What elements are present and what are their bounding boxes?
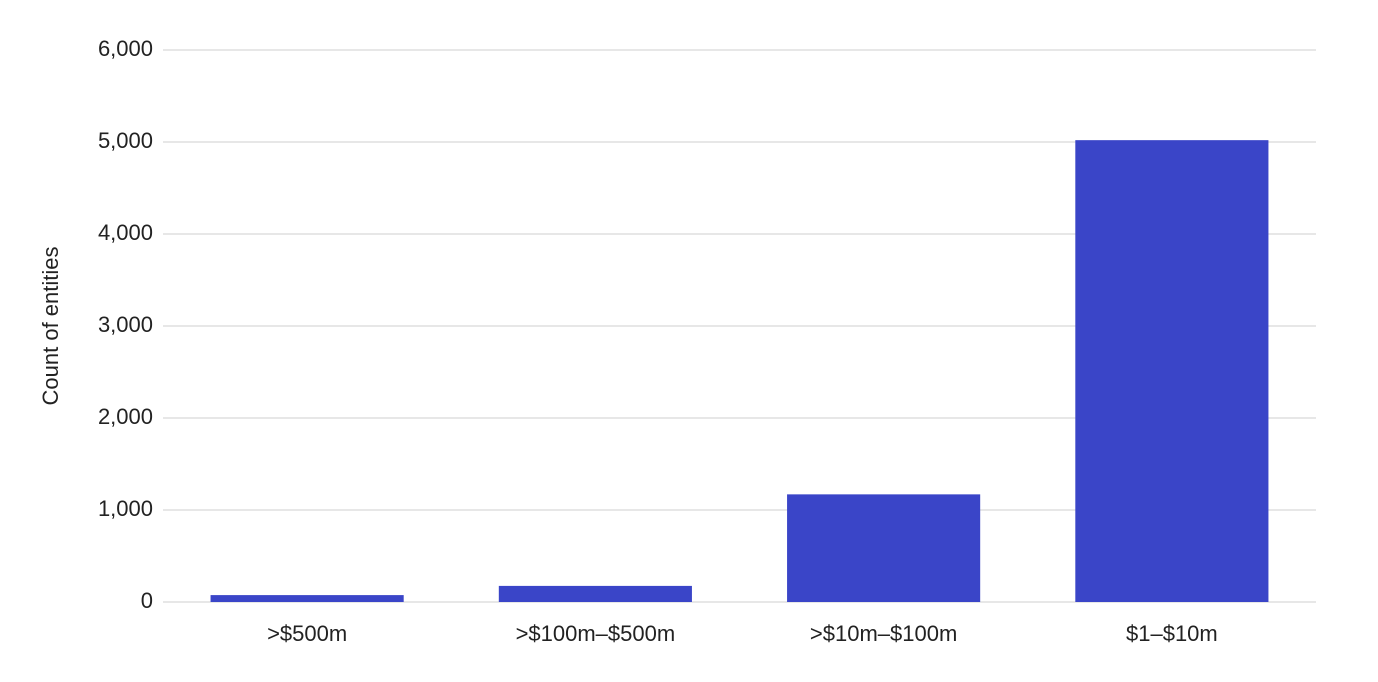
y-tick-label: 5,000 [98,128,153,153]
x-tick-label: >$500m [267,621,347,646]
x-tick-label: >$100m–$500m [516,621,676,646]
y-tick-label: 4,000 [98,220,153,245]
y-tick-label: 3,000 [98,312,153,337]
bar [498,585,692,602]
y-tick-label: 1,000 [98,496,153,521]
x-tick-label: $1–$10m [1126,621,1218,646]
y-tick-label: 2,000 [98,404,153,429]
y-tick-label: 0 [141,588,153,613]
bar [1075,140,1269,602]
bar [787,494,981,602]
x-tick-label: >$10m–$100m [810,621,957,646]
y-axis-label: Count of entities [38,247,63,406]
bar [210,595,404,602]
y-tick-label: 6,000 [98,36,153,61]
